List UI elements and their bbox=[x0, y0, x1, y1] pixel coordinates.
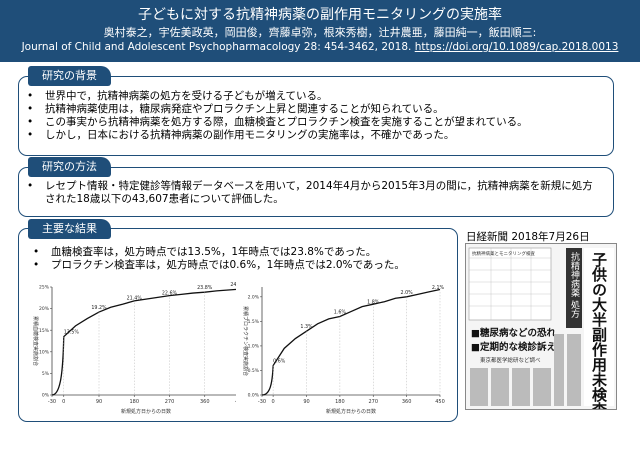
newspaper-subhead: 抗精神病薬 処方 bbox=[569, 251, 580, 319]
data-label: 21.4% bbox=[127, 296, 143, 302]
x-tick-label: 180 bbox=[335, 399, 345, 405]
background-section: 世界中で，抗精神病薬の処方を受ける子どもが増えている。 抗精神病薬使用は，糖尿病… bbox=[18, 76, 614, 156]
series-line bbox=[51, 288, 241, 396]
background-list: 世界中で，抗精神病薬の処方を受ける子どもが増えている。 抗精神病薬使用は，糖尿病… bbox=[19, 77, 613, 142]
x-tick-label: 360 bbox=[402, 399, 412, 405]
poster-header: 子どもに対する抗精神病薬の副作用モニタリングの実施率 奥村泰之，宇佐美政英，岡田… bbox=[0, 0, 640, 62]
x-axis-label: 新規処方日からの日数 bbox=[326, 408, 376, 415]
list-item: この事実から抗精神病薬を処方する際，血糖検査とプロラクチン検査を実施することが望… bbox=[19, 116, 613, 129]
newspaper-clipping: 抗精神病薬とモニタリング検査 子供の大半副作用未検査 抗精神病薬 処方 ■糖尿病… bbox=[465, 243, 617, 410]
y-tick-label: 25% bbox=[39, 285, 50, 291]
y-tick-label: 5% bbox=[42, 371, 50, 377]
data-label: 23.8% bbox=[197, 285, 213, 291]
list-item: 世界中で，抗精神病薬の処方を受ける子どもが増えている。 bbox=[19, 90, 613, 103]
x-tick-label: 450 bbox=[435, 399, 445, 405]
citation-text: Journal of Child and Adolescent Psychoph… bbox=[21, 41, 415, 53]
data-label: 2.1% bbox=[432, 285, 445, 291]
x-tick-label: -30 bbox=[258, 399, 266, 405]
list-item: 血糖検査率は，処方時点では13.5%，1年時点では23.8%であった。 bbox=[25, 246, 457, 259]
data-label: 19.2% bbox=[91, 305, 107, 311]
y-tick-label: 0.5% bbox=[248, 368, 260, 374]
data-label: 1.3% bbox=[300, 324, 313, 330]
newspaper-source: 東京都医学総研など調べ bbox=[480, 356, 541, 364]
x-tick-label: 360 bbox=[200, 399, 210, 405]
methods-label: 研究の方法 bbox=[28, 157, 111, 177]
doi-link[interactable]: https://doi.org/10.1089/cap.2018.0013 bbox=[414, 41, 619, 53]
data-label: 0.6% bbox=[273, 359, 286, 365]
results-label: 主要な結果 bbox=[28, 219, 111, 239]
x-tick-label: 270 bbox=[368, 399, 378, 405]
x-tick-label: 0 bbox=[272, 399, 275, 405]
x-tick-label: 90 bbox=[303, 399, 309, 405]
y-axis-label: 累積プロラクチン検査実施割合 bbox=[242, 306, 249, 376]
data-label: 1.8% bbox=[367, 300, 380, 306]
list-item: レセプト情報・特定健診等情報データベースを用いて，2014年4月から2015年3… bbox=[19, 180, 603, 206]
y-tick-label: 2.0% bbox=[248, 294, 260, 300]
data-label: 2.0% bbox=[401, 290, 414, 296]
data-label: 13.5% bbox=[64, 330, 80, 336]
y-tick-label: 1.5% bbox=[248, 319, 260, 325]
newspaper-caption: 日経新聞 2018年7月26日 bbox=[466, 231, 590, 243]
x-tick-label: 270 bbox=[165, 399, 175, 405]
list-item: 抗精神病薬使用は，糖尿病発症やプロラクチン上昇と関連することが知られている。 bbox=[19, 103, 613, 116]
methods-list: レセプト情報・特定健診等情報データベースを用いて，2014年4月から2015年3… bbox=[19, 168, 613, 206]
x-tick-label: 180 bbox=[129, 399, 139, 405]
newspaper-headline: 子供の大半副作用未検査 bbox=[590, 252, 608, 409]
x-axis-label: 新規処方日からの日数 bbox=[121, 408, 171, 415]
methods-section: レセプト情報・特定健診等情報データベースを用いて，2014年4月から2015年3… bbox=[18, 167, 614, 217]
newspaper-point-1: ■糖尿病などの恐れ bbox=[471, 327, 556, 339]
glucose-chart: -300901802703604500%5%10%15%20%25%13.5%1… bbox=[26, 281, 248, 417]
poster-title: 子どもに対する抗精神病薬の副作用モニタリングの実施率 bbox=[138, 7, 502, 23]
y-tick-label: 10% bbox=[39, 349, 50, 355]
data-label: 22.6% bbox=[162, 290, 178, 296]
glucose-chart-svg: -300901802703604500%5%10%15%20%25%13.5%1… bbox=[32, 282, 246, 415]
y-axis-label: 累積血糖検査実施割合 bbox=[32, 316, 39, 366]
y-tick-label: 20% bbox=[39, 306, 50, 312]
y-tick-label: 0% bbox=[42, 393, 50, 399]
x-tick-label: -30 bbox=[48, 399, 56, 405]
background-label: 研究の背景 bbox=[28, 66, 111, 86]
x-tick-label: 0 bbox=[62, 399, 65, 405]
x-tick-label: 90 bbox=[96, 399, 102, 405]
y-tick-label: 0.0% bbox=[248, 393, 260, 399]
prolactin-chart-svg: -30 0 90 180 270 360 450 0.0% 0.5% 1.0% 1.5% 2.0% 0.… bbox=[242, 285, 445, 415]
results-list: 血糖検査率は，処方時点では13.5%，1年時点では23.8%であった。 プロラク… bbox=[19, 229, 457, 272]
series-line bbox=[261, 288, 441, 396]
y-tick-label: 15% bbox=[39, 328, 50, 334]
data-label: 1.6% bbox=[334, 309, 347, 315]
newspaper-image: 抗精神病薬とモニタリング検査 子供の大半副作用未検査 抗精神病薬 処方 ■糖尿病… bbox=[466, 244, 616, 409]
newspaper-table-title: 抗精神病薬とモニタリング検査 bbox=[472, 250, 535, 257]
newspaper-point-2: ■定期的な検診訴え bbox=[471, 341, 556, 353]
y-tick-label: 1.0% bbox=[248, 344, 260, 350]
prolactin-chart: -30 0 90 180 270 360 450 0.0% 0.5% 1.0% 1.5% 2.0% 0.… bbox=[236, 281, 448, 417]
author-list: 奥村泰之，宇佐美政英，岡田俊，齊藤卓弥，根來秀樹，辻井農亜，藤田純一，飯田順三: bbox=[103, 26, 537, 39]
citation: Journal of Child and Adolescent Psychoph… bbox=[0, 40, 640, 55]
list-item: プロラクチン検査率は，処方時点では0.6%，1年時点では2.0%であった。 bbox=[25, 259, 457, 272]
list-item: しかし，日本における抗精神病薬の副作用モニタリングの実施率は，不確かであった。 bbox=[19, 129, 613, 142]
